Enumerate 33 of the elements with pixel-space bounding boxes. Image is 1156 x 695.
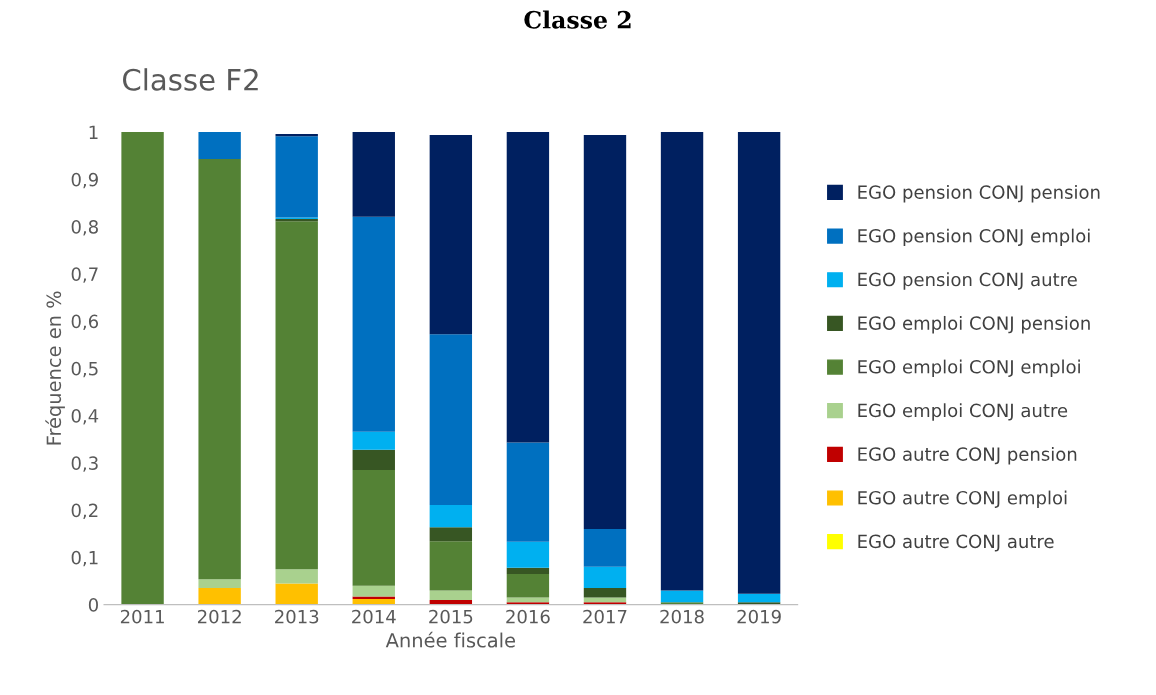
legend-label: EGO pension CONJ pension <box>858 184 1100 203</box>
legend-label: EGO autre CONJ autre <box>858 534 1054 552</box>
y-tick-label: 0,1 <box>71 550 98 567</box>
x-tick-label: 2015 <box>429 609 473 624</box>
x-axis-title: Année fiscale <box>385 631 516 648</box>
legend-label: EGO emploi CONJ autre <box>858 403 1068 421</box>
y-tick-label: 0,7 <box>71 267 98 283</box>
y-tick-label: 0 <box>88 598 98 612</box>
y-tick-label: 0,4 <box>71 409 99 425</box>
legend-label: EGO autre CONJ emploi <box>858 490 1067 509</box>
x-tick-label: 2014 <box>352 609 396 624</box>
chart-subtitle: Classe F2 <box>123 68 258 91</box>
x-tick-label: 2018 <box>660 609 704 624</box>
y-axis-title: Fréquence en % <box>45 291 65 445</box>
legend-label: EGO pension CONJ emploi <box>858 228 1090 247</box>
x-tick-label: 2011 <box>120 609 164 624</box>
y-tick-label: 0,6 <box>71 314 99 331</box>
legend-label: EGO pension CONJ autre <box>858 272 1077 290</box>
y-tick-label: 0,8 <box>71 220 98 236</box>
x-tick-label: 2013 <box>275 609 319 624</box>
x-tick-label: 2017 <box>583 609 627 624</box>
y-tick-label: 0,9 <box>71 172 98 189</box>
y-tick-label: 1 <box>89 125 98 139</box>
legend-label: EGO autre CONJ pension <box>858 446 1077 465</box>
y-tick-label: 0,2 <box>71 503 98 520</box>
y-tick-label: 0,5 <box>71 361 98 378</box>
legend-label: EGO emploi CONJ pension <box>858 315 1090 334</box>
chart-title: Classe 2 <box>524 10 631 29</box>
x-tick-label: 2012 <box>197 609 241 624</box>
x-tick-label: 2019 <box>737 609 781 624</box>
y-tick-label: 0,3 <box>71 456 98 472</box>
legend-label: EGO emploi CONJ emploi <box>858 359 1080 378</box>
x-tick-label: 2016 <box>506 609 550 624</box>
